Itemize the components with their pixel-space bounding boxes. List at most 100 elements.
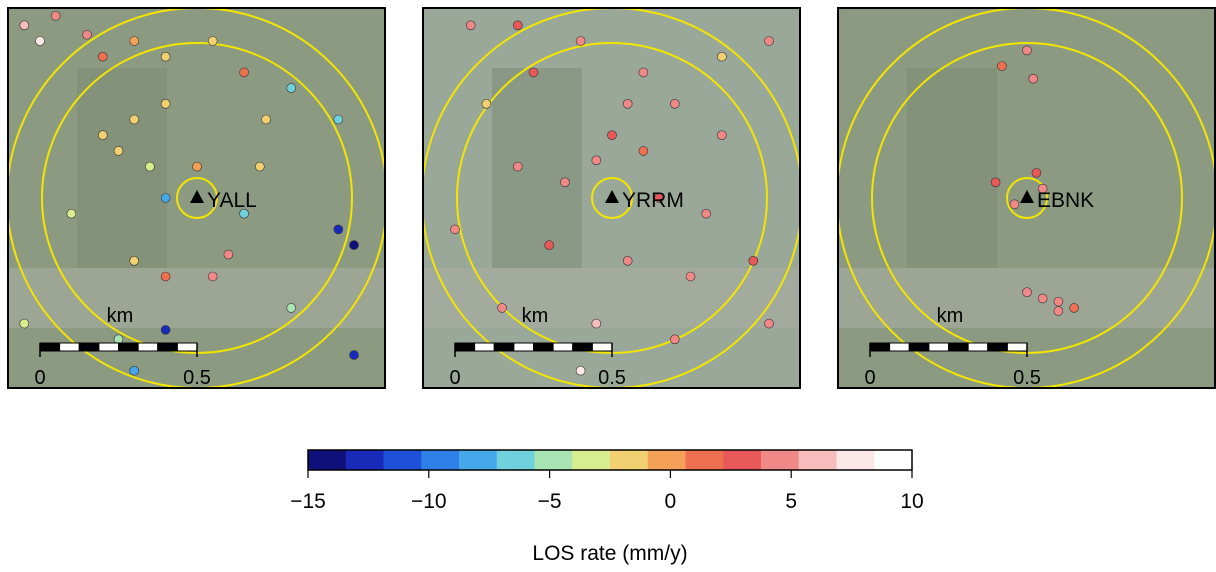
colorbar-swatch bbox=[459, 450, 498, 470]
station-marker bbox=[1020, 190, 1034, 203]
imagery-patch bbox=[907, 68, 997, 268]
ps-point bbox=[1053, 306, 1064, 316]
colorbar-swatch bbox=[761, 450, 800, 470]
ps-point bbox=[669, 99, 680, 109]
ps-point bbox=[50, 11, 61, 21]
scale-segment bbox=[98, 342, 119, 352]
colorbar-tick-label: 0 bbox=[665, 490, 677, 513]
ps-point bbox=[192, 161, 202, 172]
scale-segment bbox=[591, 342, 613, 352]
scale-segment bbox=[572, 342, 593, 352]
station-label: EBNK bbox=[1037, 189, 1094, 212]
ps-point bbox=[160, 193, 171, 203]
ps-point bbox=[129, 255, 139, 266]
ps-point bbox=[591, 318, 602, 329]
colorbar-swatch bbox=[421, 450, 460, 470]
scale-segment bbox=[1006, 342, 1028, 352]
ps-point bbox=[717, 130, 727, 140]
colorbar-swatch bbox=[308, 450, 347, 470]
ps-point bbox=[349, 350, 359, 360]
imagery-patch bbox=[423, 268, 800, 328]
ps-point bbox=[654, 193, 664, 203]
scale-segment bbox=[928, 342, 949, 352]
ps-point bbox=[638, 67, 649, 78]
colorbar-tick-label: 5 bbox=[785, 490, 797, 513]
ps-point bbox=[239, 67, 249, 78]
ps-point bbox=[333, 224, 344, 235]
buffer-ring bbox=[176, 177, 218, 219]
scale-segment bbox=[454, 342, 476, 352]
scale-segment bbox=[176, 342, 198, 352]
ps-point bbox=[129, 114, 139, 125]
ps-point bbox=[286, 83, 297, 93]
ps-point bbox=[98, 51, 108, 62]
imagery-patch bbox=[492, 68, 582, 268]
ps-point bbox=[98, 130, 108, 140]
ps-point bbox=[990, 177, 1001, 188]
ps-point bbox=[160, 325, 171, 335]
ps-point bbox=[607, 130, 617, 140]
ps-point bbox=[1022, 287, 1032, 298]
ps-point bbox=[207, 36, 218, 46]
scale-segment bbox=[908, 342, 930, 352]
colorbar-swatch bbox=[874, 450, 913, 470]
colorbar-swatch bbox=[723, 450, 762, 470]
ps-point bbox=[764, 318, 774, 329]
map-panel: 0 0.5 km EBNK bbox=[837, 7, 1216, 389]
ps-point bbox=[1069, 303, 1079, 313]
scale-label: 0 bbox=[864, 367, 875, 389]
ps-point bbox=[481, 99, 492, 109]
ps-point bbox=[575, 365, 586, 376]
ps-point bbox=[701, 208, 712, 219]
scale-segment bbox=[552, 342, 574, 352]
ps-point bbox=[465, 20, 476, 31]
ps-point bbox=[638, 146, 649, 156]
ps-point bbox=[748, 255, 759, 266]
ps-point bbox=[349, 240, 359, 250]
imagery-patch bbox=[838, 268, 1215, 328]
ps-point bbox=[1009, 199, 1020, 210]
ps-point bbox=[19, 318, 30, 329]
colorbar-frame bbox=[307, 449, 913, 471]
map-panel: 0 0.5 km YALL bbox=[7, 7, 386, 389]
panel-frame bbox=[837, 7, 1216, 389]
ps-point bbox=[717, 51, 727, 62]
ps-point bbox=[1031, 168, 1042, 178]
ps-point bbox=[575, 36, 586, 46]
panel-frame bbox=[7, 7, 386, 389]
ps-point bbox=[764, 36, 774, 46]
colorbar-swatch bbox=[572, 450, 611, 470]
ps-point bbox=[129, 365, 139, 376]
colorbar-swatch bbox=[534, 450, 573, 470]
ps-point bbox=[528, 67, 539, 78]
scale-segment bbox=[869, 342, 891, 352]
ps-point bbox=[622, 255, 633, 266]
ps-point bbox=[19, 20, 30, 31]
colorbar-swatch bbox=[496, 450, 535, 470]
ps-point bbox=[685, 271, 696, 282]
station-label: YALL bbox=[207, 189, 257, 212]
ps-point bbox=[129, 36, 139, 46]
buffer-ring bbox=[1006, 177, 1048, 219]
colorbar-swatch bbox=[345, 450, 384, 470]
ps-point bbox=[113, 334, 124, 345]
ps-point bbox=[333, 114, 344, 125]
scale-segment bbox=[137, 342, 159, 352]
scale-segment bbox=[59, 342, 80, 352]
ps-point bbox=[512, 20, 523, 31]
ps-point bbox=[997, 61, 1007, 71]
colorbar-swatch bbox=[610, 450, 649, 470]
map-content: 0 0.5 km YRRM bbox=[423, 8, 800, 388]
scale-segment bbox=[987, 342, 1008, 352]
ps-point bbox=[450, 224, 460, 235]
scale-segment bbox=[533, 342, 554, 352]
ps-point bbox=[160, 51, 171, 62]
scale-segment bbox=[513, 342, 534, 352]
ps-point bbox=[66, 208, 77, 219]
scale-segment bbox=[948, 342, 969, 352]
colorbar-swatch bbox=[836, 450, 875, 470]
ps-point bbox=[544, 240, 555, 250]
ps-point bbox=[113, 146, 124, 156]
colorbar-swatch bbox=[685, 450, 724, 470]
colorbar-swatch bbox=[647, 450, 686, 470]
